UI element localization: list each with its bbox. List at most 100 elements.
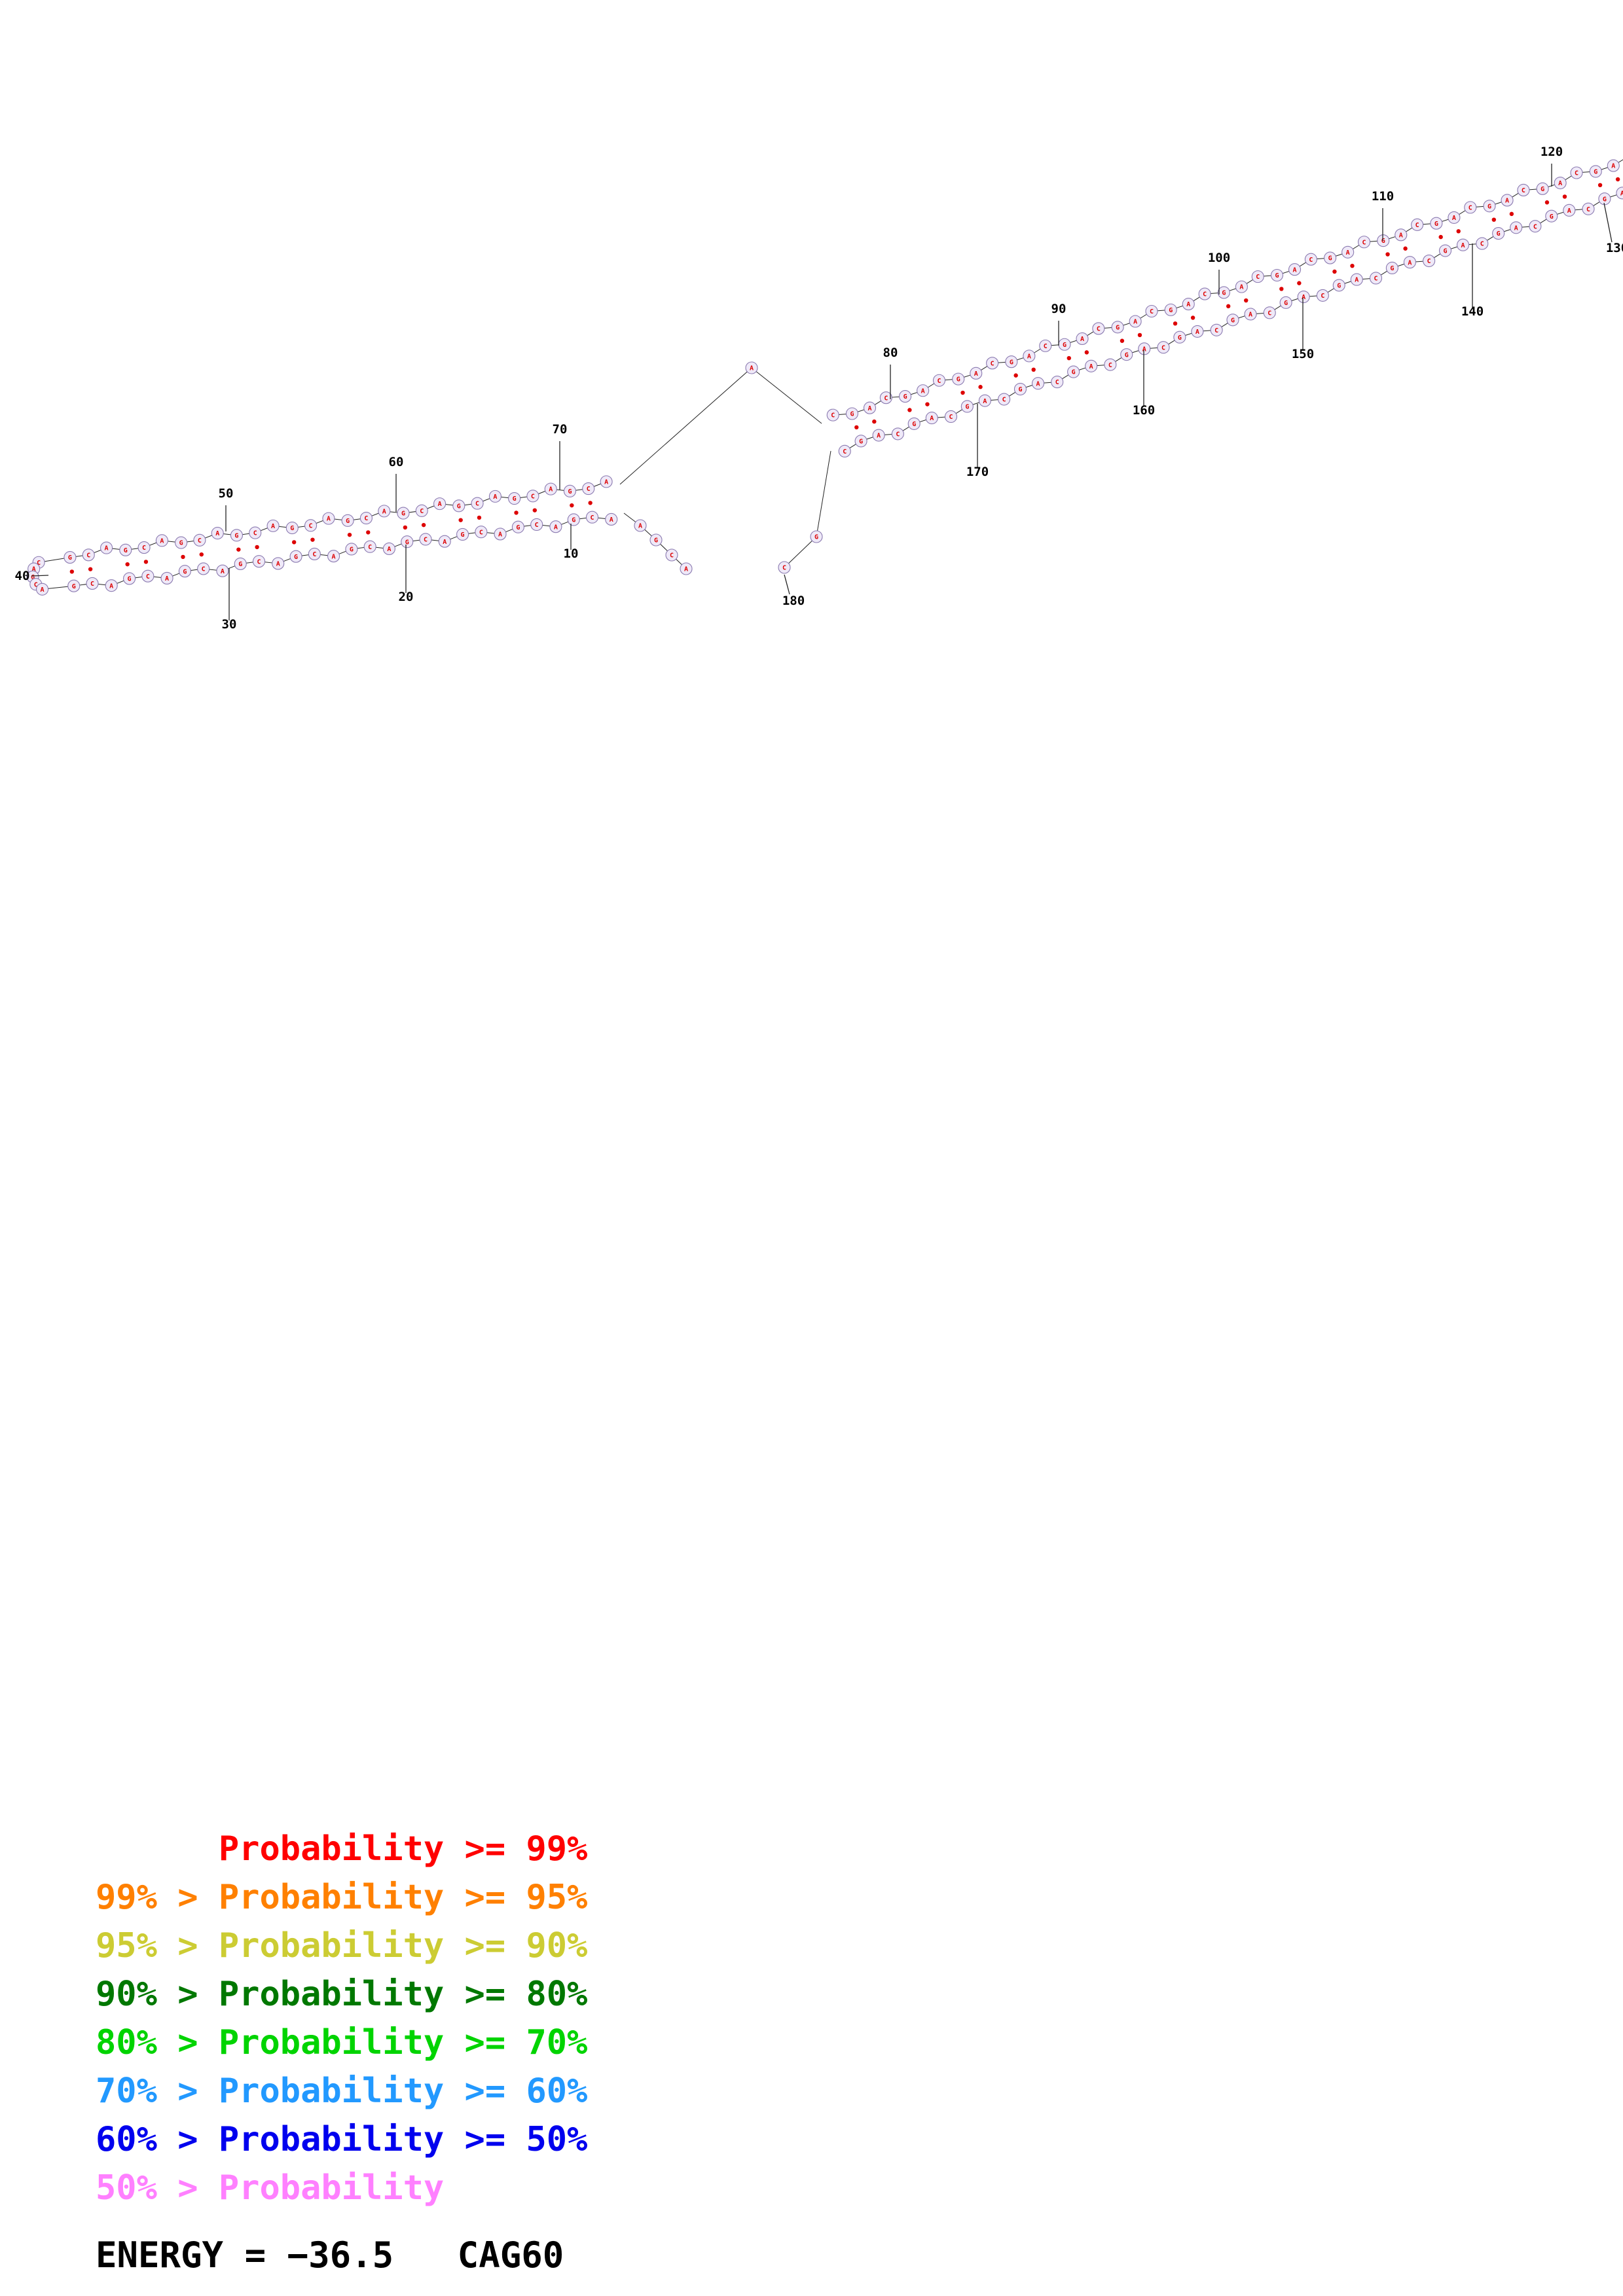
svg-text:C: C [1108,362,1112,369]
svg-text:C: C [1309,257,1313,264]
svg-text:G: G [965,404,969,411]
svg-text:A: A [867,405,871,412]
svg-text:G: G [405,539,409,546]
svg-text:G: G [1222,290,1226,297]
svg-text:G: G [1178,334,1182,342]
svg-text:90: 90 [1051,302,1067,316]
svg-text:C: C [424,537,428,544]
svg-text:A: A [498,531,502,539]
svg-text:C: C [1002,397,1006,404]
svg-text:G: G [1434,221,1438,228]
svg-text:A: A [549,486,553,493]
svg-text:A: A [1611,163,1615,170]
svg-text:10: 10 [564,547,579,561]
svg-text:G: G [1390,265,1394,272]
svg-text:A: A [610,516,613,524]
svg-text:C: C [202,566,206,573]
svg-text:A: A [1133,319,1137,326]
svg-text:180: 180 [782,594,805,608]
legend-line-2: 95% > Probability >= 90% [96,1926,588,1965]
svg-text:C: C [475,501,479,508]
svg-text:A: A [1080,336,1084,343]
svg-text:C: C [1374,276,1377,283]
svg-text:C: C [1575,170,1578,177]
svg-text:C: C [1533,223,1537,230]
svg-text:G: G [1381,238,1385,245]
svg-text:A: A [165,575,169,583]
svg-text:110: 110 [1372,189,1394,204]
svg-text:G: G [1169,307,1173,314]
svg-text:60: 60 [389,455,404,469]
svg-text:A: A [1567,207,1571,215]
svg-text:C: C [937,378,941,385]
svg-text:G: G [457,503,461,510]
svg-text:C: C [1097,326,1101,333]
svg-text:40: 40 [15,569,30,583]
svg-text:G: G [179,540,183,547]
svg-text:A: A [41,586,45,594]
svg-text:C: C [34,581,38,588]
svg-text:A: A [105,545,109,552]
svg-text:C: C [1586,206,1590,213]
svg-text:G: G [234,532,238,539]
svg-text:G: G [1010,359,1013,366]
svg-text:G: G [1231,317,1235,324]
svg-text:A: A [1293,266,1297,274]
svg-text:G: G [290,525,294,532]
svg-text:A: A [1027,353,1031,360]
svg-text:A: A [1195,329,1199,336]
svg-text:G: G [850,411,854,418]
svg-text:G: G [1284,300,1288,307]
svg-text:G: G [568,488,572,495]
svg-text:A: A [638,523,642,530]
svg-text:C: C [1150,308,1154,315]
legend-line-3: 90% > Probability >= 80% [96,1975,588,2014]
svg-text:C: C [1321,293,1324,300]
svg-text:G: G [183,568,187,575]
svg-text:A: A [974,370,978,378]
svg-text:G: G [346,518,350,525]
svg-text:G: G [516,524,520,531]
svg-text:A: A [1249,312,1252,319]
svg-text:C: C [884,395,888,402]
svg-text:G: G [1337,283,1341,290]
svg-text:G: G [912,421,916,428]
svg-text:C: C [37,560,41,567]
svg-text:A: A [493,493,497,501]
svg-text:G: G [1328,255,1332,262]
svg-text:C: C [1522,187,1525,194]
svg-text:G: G [238,561,242,568]
svg-text:A: A [1558,180,1562,187]
svg-text:C: C [364,515,368,522]
legend-line-6: 60% > Probability >= 50% [96,2120,588,2159]
svg-text:C: C [1203,291,1207,298]
svg-text:G: G [1550,213,1554,221]
svg-text:G: G [1497,230,1501,238]
svg-text:G: G [654,537,658,545]
svg-text:C: C [531,493,535,500]
svg-text:170: 170 [966,465,989,479]
svg-text:C: C [535,522,539,529]
svg-text:A: A [382,508,386,515]
svg-text:A: A [332,553,336,560]
legend-line-7: 50% > Probability [96,2168,445,2208]
svg-text:C: C [843,448,847,456]
svg-text:C: C [1267,310,1271,317]
svg-text:C: C [1480,241,1484,248]
svg-text:A: A [930,415,934,422]
svg-text:A: A [276,561,280,568]
svg-text:G: G [401,511,405,518]
svg-text:120: 120 [1541,145,1563,159]
probability-legend: Probability >= 99% 99% > Probability >= 9… [96,1825,587,2212]
svg-text:100: 100 [1208,251,1230,265]
svg-text:C: C [1256,274,1260,281]
svg-text:A: A [1505,198,1509,205]
svg-text:A: A [1620,190,1623,198]
svg-text:G: G [1116,324,1120,331]
svg-text:G: G [1275,272,1279,279]
svg-text:A: A [1346,249,1350,257]
svg-text:A: A [1461,242,1465,249]
svg-text:G: G [859,438,863,445]
svg-text:A: A [750,365,754,372]
